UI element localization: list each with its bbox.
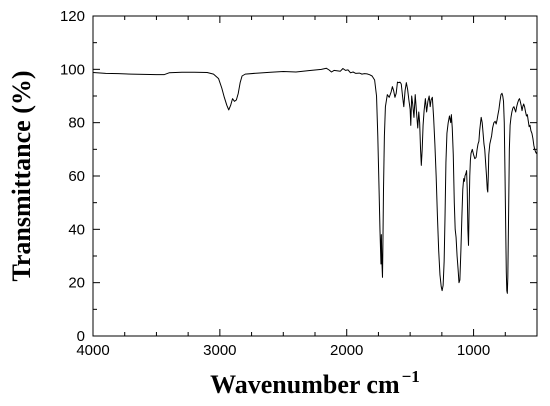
x-tick-label: 3000 xyxy=(203,342,236,359)
y-axis-title: Transmittance (%) xyxy=(7,70,36,281)
y-tick-label: 0 xyxy=(77,328,85,345)
x-axis-title-superscript: −1 xyxy=(402,367,420,386)
x-tick-label: 1000 xyxy=(457,342,490,359)
y-tick-label: 40 xyxy=(68,221,85,238)
x-axis-title: Wavenumber cm −1 xyxy=(210,367,420,399)
y-tick-label: 100 xyxy=(60,61,85,78)
x-tick-label: 2000 xyxy=(330,342,363,359)
plot-frame xyxy=(92,15,538,337)
axis-tick-labels: 4000 3000 2000 1000 0 20 40 60 80 100 120 xyxy=(60,8,490,359)
x-tick-label: 4000 xyxy=(76,342,109,359)
y-tick-label: 60 xyxy=(68,168,85,185)
y-tick-label: 80 xyxy=(68,115,85,132)
y-tick-label: 20 xyxy=(68,275,85,292)
spectrum-line xyxy=(92,67,538,294)
y-tick-label: 120 xyxy=(60,8,85,25)
axis-ticks xyxy=(92,15,538,337)
